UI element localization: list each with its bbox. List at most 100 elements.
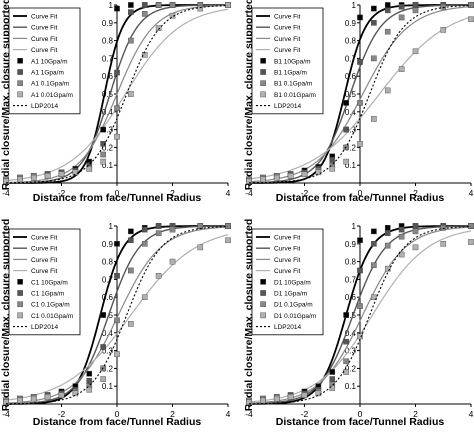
panel-2: -4 -2 0 2 40.10.20.30.40.50.60.70.80.91Dista… — [243, 0, 474, 204]
data-point — [100, 141, 106, 147]
data-point — [58, 171, 65, 177]
y-tick-label: 1 — [352, 1, 357, 10]
x-tick-label: 2 — [413, 409, 418, 419]
data-point — [141, 11, 148, 17]
legend: Curve Fit Curve Fit Curve Fit Curve Fit D1 1… — [251, 228, 324, 336]
y-tick-label: 0.7 — [345, 54, 357, 63]
legend-marker-swatch — [260, 69, 266, 75]
legend-label: A1 1Gpa/m — [31, 70, 64, 77]
x-axis-title: Distance from face/Tunnel Radius — [276, 192, 445, 204]
data-point — [128, 228, 134, 235]
data-point — [114, 317, 120, 324]
y-tick-label: 0.8 — [345, 258, 357, 267]
legend-marker-swatch — [260, 58, 266, 64]
legend-marker-swatch — [17, 80, 23, 86]
data-point — [301, 392, 308, 398]
data-point — [114, 273, 120, 279]
data-point — [343, 158, 349, 165]
data-point — [58, 392, 65, 398]
data-point — [86, 378, 93, 384]
data-point — [357, 14, 363, 21]
x-axis-title: Distance from face/Tunnel Radius — [33, 192, 202, 204]
legend-label: C1 10Gpa/m — [31, 279, 68, 286]
y-tick-label: 0.7 — [345, 275, 357, 284]
data-point — [155, 25, 162, 31]
x-tick-label: -2 — [301, 409, 309, 419]
data-point — [384, 265, 391, 272]
y-tick-label: 0.1 — [345, 161, 357, 170]
legend-label: Curve Fit — [274, 257, 301, 264]
data-point — [343, 338, 349, 345]
legend-label: LDP2014 — [274, 324, 301, 331]
data-point — [329, 165, 336, 172]
y-tick-label: 0.4 — [345, 329, 357, 338]
x-tick-label: 4 — [226, 409, 231, 419]
data-point — [440, 224, 447, 231]
x-tick-label: 0 — [358, 409, 363, 419]
legend-label: Curve Fit — [31, 235, 58, 242]
curve-fit-line-2 — [248, 225, 472, 405]
data-point — [371, 240, 377, 247]
data-point — [86, 370, 93, 377]
legend-label: Curve Fit — [274, 235, 301, 242]
data-point — [398, 66, 405, 72]
data-point — [197, 223, 204, 229]
data-point — [114, 105, 120, 112]
data-point — [169, 258, 176, 265]
y-tick-label: 1 — [109, 222, 114, 231]
legend-label: LDP2014 — [31, 324, 58, 331]
legend-label: Curve Fit — [31, 47, 58, 54]
data-point — [141, 2, 148, 8]
data-point — [412, 48, 419, 55]
data-point — [357, 237, 363, 244]
y-tick-label: 0.9 — [345, 240, 357, 249]
y-tick-label: 0.6 — [102, 293, 114, 302]
x-axis-title: Distance from face/Tunnel Radius — [33, 416, 202, 428]
y-tick-label: 0.7 — [102, 54, 114, 63]
data-point — [3, 178, 9, 185]
data-point — [384, 2, 391, 8]
legend-label: Curve Fit — [274, 36, 301, 43]
x-tick-label: 0 — [115, 188, 120, 198]
legend-label: LDP2014 — [31, 103, 58, 110]
legend-marker-swatch — [17, 312, 23, 319]
legend: Curve Fit Curve Fit Curve Fit Curve Fit A1 1… — [8, 7, 81, 115]
x-tick-label: 2 — [170, 188, 175, 198]
legend-label: Curve Fit — [31, 257, 58, 264]
legend-label: D1 0.1Gpa/m — [274, 302, 313, 309]
data-point — [468, 16, 474, 23]
legend-marker-swatch — [17, 69, 23, 75]
data-point — [357, 303, 363, 309]
data-point — [343, 312, 349, 318]
data-point — [440, 3, 447, 10]
legend-marker-swatch — [260, 290, 266, 296]
ldp2014-line — [5, 4, 229, 184]
data-point — [128, 9, 134, 15]
legend-label: B1 10Gpa/m — [274, 58, 311, 65]
data-point — [329, 385, 336, 391]
legend-marker-swatch — [17, 279, 23, 285]
data-point — [225, 2, 231, 8]
y-tick-label: 0.5 — [102, 311, 114, 320]
data-point — [86, 165, 93, 172]
x-axis-title: Distance from face/Tunnel Radius — [276, 416, 445, 428]
data-point — [440, 240, 447, 247]
y-tick-label: 0.3 — [102, 347, 114, 356]
legend-label: C1 0.1Gpa/m — [31, 302, 70, 309]
x-tick-label: -4 — [2, 188, 10, 198]
data-point — [260, 397, 266, 404]
data-point — [329, 369, 336, 375]
y-tick-label: 0.4 — [102, 329, 114, 338]
data-point — [44, 394, 51, 400]
data-point — [44, 173, 51, 179]
data-point — [287, 173, 294, 179]
legend-label: D1 1Gpa/m — [274, 291, 307, 298]
y-tick-label: 0.5 — [102, 90, 114, 99]
y-tick-label: 0.2 — [102, 143, 114, 152]
legend-label: Curve Fit — [31, 36, 58, 43]
data-point — [114, 133, 120, 140]
legend-marker-swatch — [260, 91, 266, 98]
data-point — [100, 158, 106, 165]
legend-label: Curve Fit — [31, 25, 58, 32]
legend-marker-swatch — [260, 80, 266, 86]
